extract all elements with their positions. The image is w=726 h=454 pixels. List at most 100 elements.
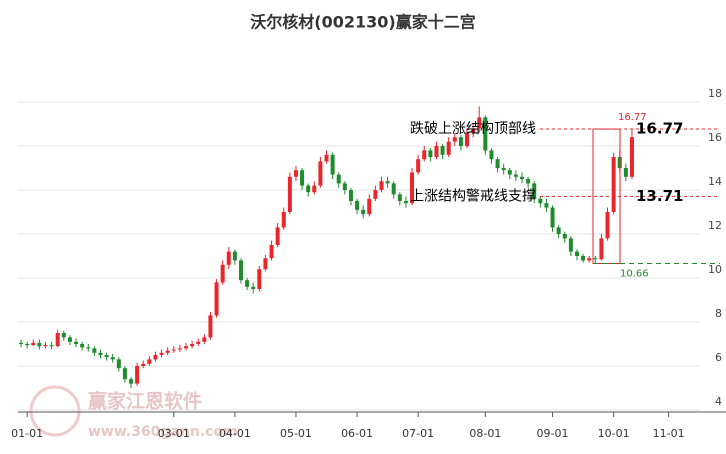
candle-body: [110, 357, 115, 360]
candle-body: [458, 137, 463, 146]
candle-body: [410, 172, 415, 204]
candle-body: [293, 170, 298, 177]
candle-body: [92, 348, 97, 353]
candle-body: [238, 260, 243, 281]
candle-body: [501, 168, 506, 171]
candle-body: [434, 146, 439, 157]
candle-body: [330, 154, 335, 175]
candle-body: [348, 190, 353, 201]
candle-body: [184, 346, 188, 349]
candle-body: [629, 137, 634, 177]
candle-body: [605, 212, 610, 239]
candle-body: [593, 258, 598, 260]
candle-body: [177, 348, 182, 350]
candle-body: [25, 344, 30, 346]
candle-body: [245, 280, 250, 287]
y-tick-label: 6: [715, 351, 722, 364]
candle-body: [513, 174, 518, 177]
candle-body: [477, 117, 482, 129]
candle-body: [403, 201, 408, 204]
candle-body: [306, 185, 311, 193]
candle-body: [31, 342, 36, 346]
candle-body: [214, 282, 219, 316]
candle-body: [129, 379, 134, 384]
candle-body: [507, 170, 512, 175]
box-top-label: 16.77: [618, 112, 647, 123]
candle-body: [263, 258, 268, 270]
candle-body: [159, 352, 164, 355]
candle-body: [55, 333, 60, 347]
y-tick-label: 10: [708, 263, 722, 276]
candle-body: [318, 161, 323, 186]
candle-body: [568, 238, 573, 252]
x-tick-label: 06-01: [341, 427, 373, 440]
candle-body: [623, 168, 628, 177]
y-tick-label: 8: [715, 307, 722, 320]
level-value: 16.77: [636, 120, 683, 138]
x-tick-label: 01-01: [11, 427, 43, 440]
y-tick-label: 16: [708, 131, 722, 144]
candle-body: [385, 181, 390, 184]
x-tick-label: 07-01: [402, 427, 434, 440]
y-tick-label: 4: [715, 395, 722, 408]
candle-body: [422, 150, 427, 160]
candle-body: [342, 183, 347, 190]
candle-body: [373, 190, 378, 199]
candle-body: [336, 174, 341, 184]
candle-body: [416, 159, 421, 173]
x-tick-label: 05-01: [280, 427, 312, 440]
candle-body: [599, 238, 604, 260]
candle-body: [538, 198, 543, 204]
candle-body: [465, 132, 470, 146]
candle-body: [37, 342, 42, 347]
candle-body: [428, 150, 433, 157]
candle-body: [122, 368, 127, 380]
candle-body: [196, 341, 201, 344]
chart-title: 沃尔核材(002130)赢家十二宫: [250, 13, 475, 32]
x-tick-label: 03-01: [158, 427, 190, 440]
candle-body: [49, 345, 54, 347]
candle-body: [300, 170, 305, 186]
candle-body: [165, 350, 170, 353]
candle-body: [489, 150, 494, 160]
candle-body: [544, 203, 549, 208]
candle-body: [379, 181, 384, 190]
candle-body: [452, 137, 457, 142]
watermark-logo: [29, 385, 81, 437]
x-tick-label: 08-01: [469, 427, 501, 440]
candle-body: [208, 315, 213, 338]
candle-body: [135, 366, 140, 384]
candle-body: [391, 183, 396, 195]
candle-body: [446, 141, 451, 155]
candle-body: [190, 344, 195, 347]
candle-body: [220, 264, 225, 283]
candle-body: [471, 128, 476, 133]
x-tick-label: 04-01: [219, 427, 251, 440]
candle-body: [483, 117, 488, 151]
candle-body: [269, 245, 274, 259]
x-tick-label: 11-01: [653, 427, 685, 440]
candle-body: [440, 146, 445, 155]
y-tick-label: 14: [708, 175, 722, 188]
candle-body: [556, 227, 561, 234]
candle-body: [80, 344, 85, 348]
candle-body: [19, 342, 24, 344]
candle-body: [153, 355, 158, 360]
candle-body: [104, 355, 109, 358]
candle-body: [116, 359, 121, 369]
candle-body: [257, 269, 262, 289]
candle-body: [611, 157, 616, 212]
y-tick-label: 12: [708, 219, 722, 232]
candle-body: [495, 159, 500, 168]
candle-body: [275, 227, 280, 245]
candle-body: [287, 176, 292, 212]
candle-body: [202, 337, 207, 342]
candle-body: [361, 209, 366, 215]
y-tick-label: 18: [708, 87, 722, 100]
candle-body: [355, 201, 360, 210]
watermark-url: www.360gann.com: [88, 424, 238, 440]
candle-body: [74, 341, 79, 344]
watermark: 赢家江恩软件 www.360gann.com: [29, 385, 238, 440]
